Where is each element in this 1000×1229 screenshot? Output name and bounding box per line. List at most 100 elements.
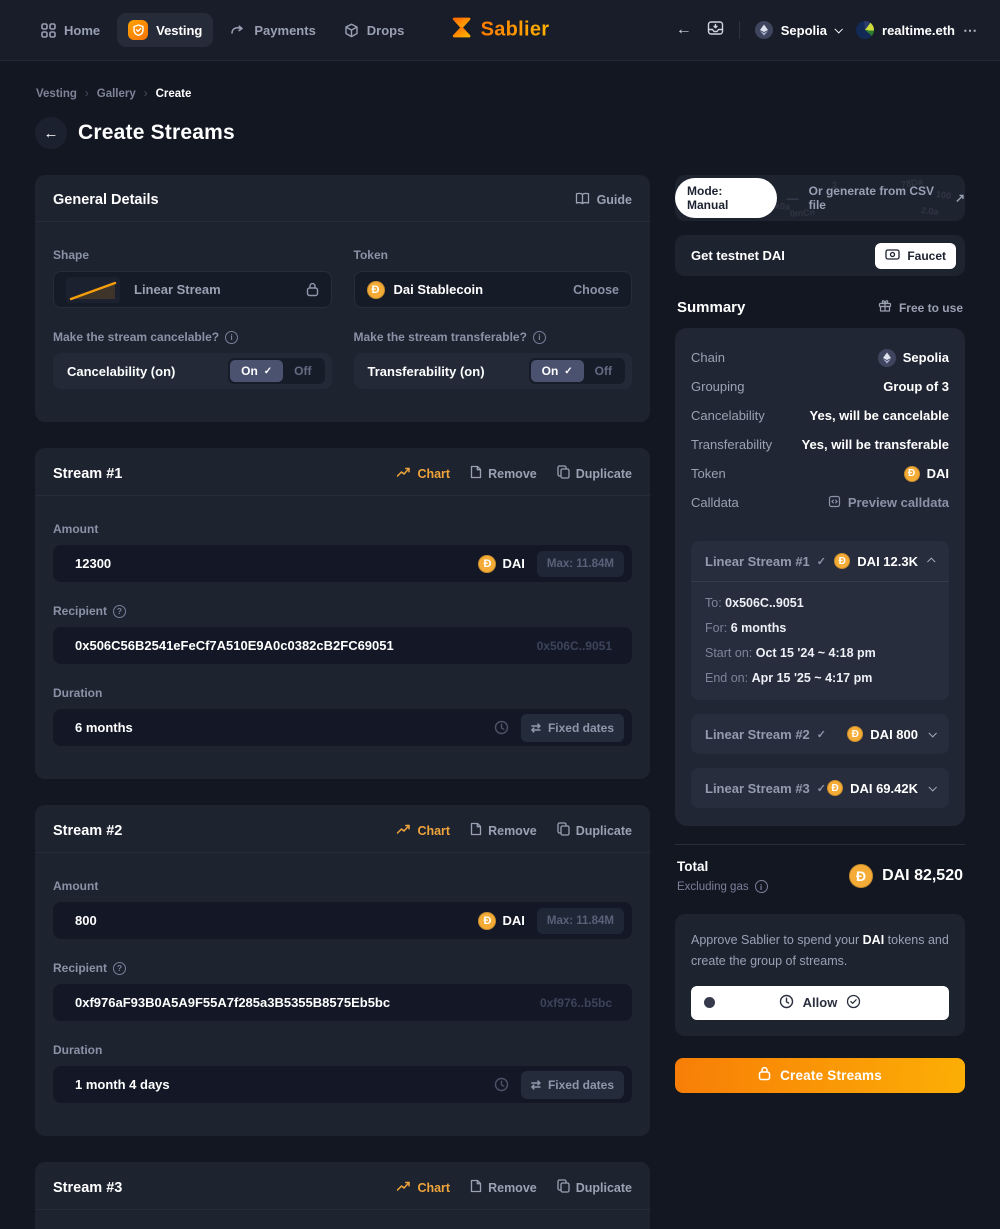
nav-item-payments[interactable]: Payments	[219, 16, 326, 45]
transferability-label: Transferability (on)	[367, 363, 485, 379]
generate-csv-link[interactable]: Or generate from CSV file ↗	[808, 184, 965, 212]
summary-header: Summary Free to use	[677, 299, 963, 316]
remove-button[interactable]: Remove	[470, 465, 537, 482]
total-label: Total	[677, 859, 709, 874]
check-icon: ✓	[816, 782, 826, 795]
cancelability-on-button[interactable]: On ✓	[230, 360, 284, 382]
breadcrumb-vesting[interactable]: Vesting	[36, 88, 97, 100]
amount-label: Amount	[53, 522, 99, 536]
navbar: Home Vesting Payments Drops	[0, 0, 1000, 61]
general-details-panel: General Details Guide Shape	[35, 175, 650, 422]
remove-button[interactable]: Remove	[470, 822, 537, 839]
nav-right: ← Sepolia realtime.eth ⋯	[676, 20, 978, 40]
nav-label-payments: Payments	[254, 22, 316, 38]
create-streams-button[interactable]: Create Streams	[675, 1057, 965, 1093]
recipient-short: 0xf976..b5bc	[539, 995, 612, 1010]
remove-button[interactable]: Remove	[470, 1179, 537, 1196]
transferability-toggle-row: Transferability (on) On ✓ Off	[353, 353, 632, 389]
ethereum-icon	[754, 21, 773, 39]
duration-label: Duration	[53, 1043, 103, 1057]
excluding-gas-label: Excluding gas	[677, 880, 749, 893]
cancelability-off-button[interactable]: Off	[294, 364, 312, 378]
breadcrumb-gallery[interactable]: Gallery	[97, 88, 156, 100]
shape-selector[interactable]: Linear Stream	[53, 271, 332, 308]
clock-icon[interactable]	[494, 720, 509, 735]
fixed-dates-button[interactable]: ⇄ Fixed dates	[520, 1070, 624, 1099]
page-back-button[interactable]: ←	[35, 117, 67, 149]
clock-icon[interactable]	[494, 1077, 509, 1092]
total-value-row: DAI 82,520	[849, 864, 963, 888]
recipient-input[interactable]: 0xf976aF93B0A5A9F55A7f285a3B5355B8575Eb5…	[53, 984, 632, 1021]
amount-input[interactable]: 800 DAI Max: 11.84M	[53, 902, 632, 939]
recipient-input[interactable]: 0x506C56B2541eFeCf7A510E9A0c0382cB2FC690…	[53, 627, 632, 664]
duplicate-button[interactable]: Duplicate	[557, 465, 632, 482]
faucet-button[interactable]: Faucet	[875, 242, 956, 269]
inbox-icon[interactable]	[707, 20, 724, 40]
choose-token-button[interactable]: Choose	[573, 282, 619, 297]
nav-item-home[interactable]: Home	[30, 16, 111, 45]
mode-manual-pill[interactable]: Mode: Manual	[675, 178, 777, 218]
duration-input[interactable]: 6 months ⇄ Fixed dates	[53, 709, 632, 746]
more-icon[interactable]: ⋯	[963, 21, 978, 38]
token-label: Token	[353, 248, 388, 262]
duplicate-button[interactable]: Duplicate	[557, 1179, 632, 1196]
remove-file-icon	[470, 1179, 482, 1196]
sablier-logo-icon	[451, 17, 473, 44]
max-button[interactable]: Max: 11.84M	[536, 550, 624, 577]
chart-button[interactable]: Chart	[396, 466, 450, 481]
chevron-down-icon	[834, 25, 843, 34]
fixed-dates-button[interactable]: ⇄ Fixed dates	[520, 713, 624, 742]
check-icon: ✓	[263, 365, 273, 377]
summary-row-token: Token DAI	[691, 459, 949, 488]
recipient-value[interactable]: 0x506C56B2541eFeCf7A510E9A0c0382cB2FC690…	[75, 638, 394, 653]
create-streams-label: Create Streams	[780, 1067, 882, 1083]
duration-input[interactable]: 1 month 4 days ⇄ Fixed dates	[53, 1066, 632, 1103]
nav-item-drops[interactable]: Drops	[333, 16, 416, 45]
network-selector[interactable]: Sepolia	[754, 21, 843, 39]
account-menu[interactable]: realtime.eth ⋯	[856, 21, 978, 39]
guide-label: Guide	[596, 193, 632, 207]
summary-stream-3-header[interactable]: Linear Stream #3 ✓ DAI 69.42K	[691, 768, 949, 808]
summary-stream-1: Linear Stream #1 ✓ DAI 12.3K To: 0x506C.…	[691, 541, 949, 700]
summary-row-cancelability: Cancelability Yes, will be cancelable	[691, 408, 949, 423]
duplicate-button[interactable]: Duplicate	[557, 822, 632, 839]
back-arrow-icon[interactable]: ←	[675, 21, 692, 38]
duplicate-copy-icon	[557, 1179, 570, 1196]
chart-button[interactable]: Chart	[396, 823, 450, 838]
chevron-down-icon	[928, 783, 937, 792]
swap-arrows-icon: ⇄	[530, 720, 541, 735]
summary-row-transferability: Transferability Yes, will be transferabl…	[691, 437, 949, 452]
brand-name: Sablier	[480, 18, 550, 41]
stream-1-title: Stream #1	[53, 465, 123, 482]
amount-input[interactable]: 12300 DAI Max: 11.84M	[53, 545, 632, 582]
recipient-label: Recipient	[53, 604, 108, 618]
allow-button[interactable]: Allow	[691, 985, 949, 1020]
breadcrumb-create: Create	[155, 88, 192, 100]
amount-value[interactable]: 800	[75, 913, 97, 928]
summary-stream-1-header[interactable]: Linear Stream #1 ✓ DAI 12.3K	[691, 541, 949, 581]
general-details-title: General Details	[53, 192, 159, 208]
chevron-down-icon	[928, 729, 937, 738]
amount-value[interactable]: 12300	[75, 556, 112, 571]
summary-stream-2-header[interactable]: Linear Stream #2 ✓ DAI 800	[691, 714, 949, 754]
linear-shape-icon	[66, 276, 120, 303]
max-button[interactable]: Max: 11.84M	[536, 907, 624, 934]
guide-link[interactable]: Guide	[575, 192, 632, 208]
amount-label: Amount	[53, 879, 99, 893]
transferability-on-button[interactable]: On ✓	[530, 360, 584, 382]
nav-item-vesting[interactable]: Vesting	[117, 13, 214, 47]
chart-button[interactable]: Chart	[396, 1180, 450, 1195]
info-icon: i	[532, 330, 546, 344]
recipient-value[interactable]: 0xf976aF93B0A5A9F55A7f285a3B5355B8575Eb5…	[75, 995, 391, 1010]
dai-coin-icon	[834, 553, 851, 569]
preview-calldata-link[interactable]: Preview calldata	[828, 495, 949, 511]
brand[interactable]: Sablier	[451, 17, 550, 44]
duplicate-copy-icon	[557, 822, 570, 839]
cancelability-toggle: On ✓ Off	[228, 358, 325, 384]
duration-value[interactable]: 6 months	[75, 720, 133, 735]
summary-stream-1-details: To: 0x506C..9051 For: 6 months Start on:…	[691, 581, 949, 700]
token-selector[interactable]: Dai Stablecoin Choose	[353, 271, 632, 308]
transferability-off-button[interactable]: Off	[594, 364, 612, 378]
duration-value[interactable]: 1 month 4 days	[75, 1077, 170, 1092]
